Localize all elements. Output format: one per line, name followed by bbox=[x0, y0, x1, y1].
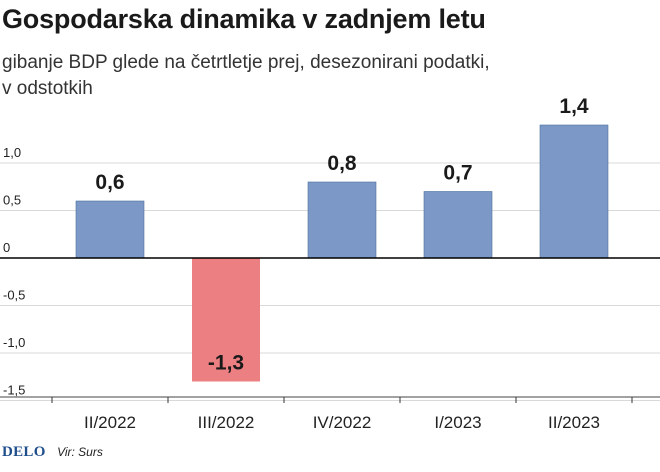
subtitle-line-1: gibanje BDP glede na četrtletje prej, de… bbox=[2, 52, 490, 73]
source-note: Vir: Surs bbox=[57, 445, 103, 459]
x-tick-label: III/2022 bbox=[198, 413, 255, 432]
delo-logo: DELO bbox=[2, 444, 46, 460]
x-tick-label: II/2022 bbox=[84, 413, 136, 432]
y-tick-label: 0 bbox=[3, 240, 10, 255]
bar-value-label: 1,4 bbox=[559, 95, 589, 118]
y-tick-label: 1,0 bbox=[3, 145, 21, 160]
x-tick-label: IV/2022 bbox=[313, 413, 372, 432]
y-tick-label: -1,5 bbox=[3, 383, 25, 398]
bar-value-label: 0,8 bbox=[327, 152, 357, 175]
x-tick-label: II/2023 bbox=[548, 413, 600, 432]
bar-value-label: -1,3 bbox=[208, 352, 244, 375]
y-tick-label: -1,0 bbox=[3, 335, 25, 350]
bar-value-label: 0,6 bbox=[95, 171, 124, 194]
chart-title: Gospodarska dinamika v zadnjem letu bbox=[2, 4, 486, 34]
axes: 1,0 0,5 0 -0,5 -1,0 -1,5 II/2022 III/2022 IV/202… bbox=[0, 145, 660, 432]
y-tick-label: 0,5 bbox=[3, 193, 21, 208]
bar bbox=[539, 124, 609, 259]
chart-subtitle: gibanje BDP glede na četrtletje prej, de… bbox=[2, 50, 602, 102]
bar bbox=[192, 258, 260, 382]
x-tick-label: I/2023 bbox=[434, 413, 481, 432]
subtitle-line-2: v odstotkih bbox=[2, 78, 93, 99]
bar-value-label: 0,7 bbox=[443, 162, 472, 185]
footer: DELO Vir: Surs bbox=[2, 444, 103, 461]
bar bbox=[307, 181, 377, 259]
bar bbox=[75, 200, 145, 259]
bar bbox=[423, 191, 493, 259]
y-tick-label: -0,5 bbox=[3, 288, 25, 303]
value-labels: 0,6 -1,3 0,8 0,7 1,4 bbox=[95, 95, 589, 375]
